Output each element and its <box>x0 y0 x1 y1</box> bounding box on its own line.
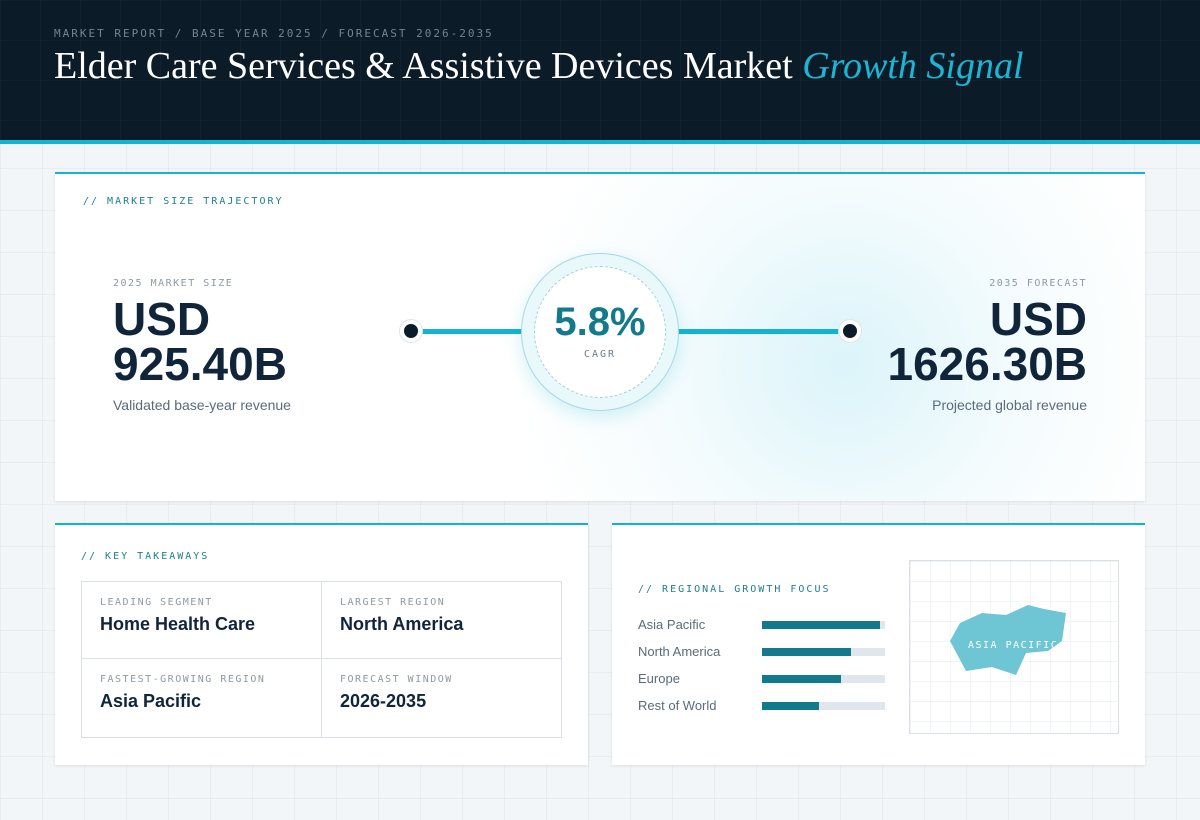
bar-label: North America <box>638 644 721 659</box>
start-subtitle: Validated base-year revenue <box>113 397 291 413</box>
takeaway-value: North America <box>340 614 464 634</box>
page-title: Elder Care Services & Assistive Devices … <box>54 44 1024 88</box>
takeaway-fastest-growing-region: FASTEST-GROWING REGION Asia Pacific <box>82 659 322 737</box>
regional-section-label: // REGIONAL GROWTH FOCUS <box>638 584 831 595</box>
end-point-marker <box>839 320 861 342</box>
start-value: USD 925.40B <box>113 293 291 390</box>
takeaway-caption: FASTEST-GROWING REGION <box>100 674 266 685</box>
takeaway-caption: LEADING SEGMENT <box>100 597 213 608</box>
start-point-marker <box>400 320 422 342</box>
bar <box>762 647 851 656</box>
region-map: ASIA PACIFIC <box>909 560 1119 734</box>
takeaway-caption: FORECAST WINDOW <box>340 674 453 685</box>
takeaway-forecast-window: FORECAST WINDOW 2026-2035 <box>322 659 562 737</box>
cagr-value: 5.8% <box>554 300 646 344</box>
end-value: USD 1626.30B <box>887 293 1088 390</box>
regional-bar-chart: Asia Pacific North America Europe Rest of W… <box>638 611 888 719</box>
cagr-inner-circle: 5.8% CAGR <box>534 266 666 398</box>
regional-growth-card: // REGIONAL GROWTH FOCUS Asia Pacific Nor… <box>612 523 1145 765</box>
bar-track <box>762 701 885 710</box>
bar <box>762 620 880 629</box>
bar-track <box>762 620 885 629</box>
takeaway-value: Home Health Care <box>100 614 256 634</box>
takeaways-grid: LEADING SEGMENT Home Health Care LARGEST… <box>81 581 562 738</box>
market-size-trajectory-card: // MARKET SIZE TRAJECTORY 2025 MARKET SI… <box>55 172 1145 501</box>
asia-pacific-shape <box>950 605 1066 675</box>
bar-label: Asia Pacific <box>638 617 706 632</box>
start-metric: 2025 MARKET SIZE USD 925.40B Validated b… <box>113 278 291 413</box>
bar-row: North America <box>638 638 888 665</box>
bar-label: Rest of World <box>638 698 717 713</box>
title-main: Elder Care Services & Assistive Devices … <box>54 45 793 87</box>
bar-track <box>762 647 885 656</box>
bar-row: Asia Pacific <box>638 611 888 638</box>
asia-pacific-map-icon <box>950 605 1066 675</box>
bar-row: Europe <box>638 665 888 692</box>
trajectory-section-label: // MARKET SIZE TRAJECTORY <box>83 196 284 207</box>
start-currency: USD <box>113 293 211 345</box>
report-header: MARKET REPORT / BASE YEAR 2025 / FORECAS… <box>0 0 1200 144</box>
trajectory-line-left <box>422 329 534 334</box>
end-metric: 2035 FORECAST USD 1626.30B Projected glo… <box>888 278 1088 413</box>
bar-row: Rest of World <box>638 692 888 719</box>
takeaway-value: 2026-2035 <box>340 691 427 711</box>
cagr-badge: 5.8% CAGR <box>521 253 679 411</box>
bar-label: Europe <box>638 671 680 686</box>
takeaway-largest-region: LARGEST REGION North America <box>322 582 562 659</box>
takeaway-leading-segment: LEADING SEGMENT Home Health Care <box>82 582 322 659</box>
start-amount: 925.40B <box>113 338 287 390</box>
bar-track <box>762 674 885 683</box>
bar <box>762 674 841 683</box>
cagr-label: CAGR <box>583 349 617 360</box>
takeaway-caption: LARGEST REGION <box>340 597 446 608</box>
takeaway-value: Asia Pacific <box>100 691 202 711</box>
map-region-label: ASIA PACIFIC <box>968 640 1059 651</box>
end-amount: 1626.30B <box>887 338 1088 390</box>
start-caption: 2025 MARKET SIZE <box>113 278 234 289</box>
takeaways-section-label: // KEY TAKEAWAYS <box>81 551 210 562</box>
breadcrumb: MARKET REPORT / BASE YEAR 2025 / FORECAS… <box>54 27 494 40</box>
end-subtitle: Projected global revenue <box>932 397 1087 413</box>
trajectory-line-right <box>665 329 841 334</box>
title-accent: Growth Signal <box>802 45 1024 87</box>
bar <box>762 701 819 710</box>
end-caption: 2035 FORECAST <box>989 278 1087 289</box>
key-takeaways-card: // KEY TAKEAWAYS LEADING SEGMENT Home He… <box>55 523 588 765</box>
end-currency: USD <box>989 293 1087 345</box>
